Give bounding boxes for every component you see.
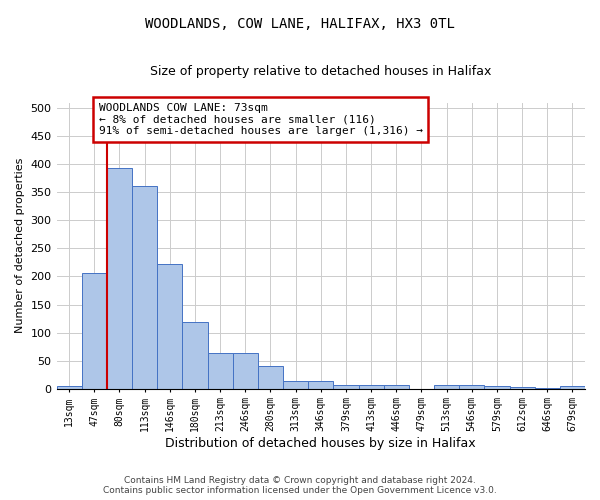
Text: WOODLANDS, COW LANE, HALIFAX, HX3 0TL: WOODLANDS, COW LANE, HALIFAX, HX3 0TL	[145, 18, 455, 32]
Bar	[107, 168, 132, 388]
Bar	[208, 352, 233, 388]
Bar	[434, 384, 459, 388]
Bar	[56, 386, 82, 388]
Bar	[283, 380, 308, 388]
Bar	[132, 186, 157, 388]
Bar	[359, 384, 383, 388]
Bar	[383, 384, 409, 388]
Title: Size of property relative to detached houses in Halifax: Size of property relative to detached ho…	[150, 65, 491, 78]
Text: Contains HM Land Registry data © Crown copyright and database right 2024.
Contai: Contains HM Land Registry data © Crown c…	[103, 476, 497, 495]
Text: WOODLANDS COW LANE: 73sqm
← 8% of detached houses are smaller (116)
91% of semi-: WOODLANDS COW LANE: 73sqm ← 8% of detach…	[99, 103, 423, 136]
Bar	[484, 386, 509, 388]
Bar	[233, 352, 258, 388]
X-axis label: Distribution of detached houses by size in Halifax: Distribution of detached houses by size …	[166, 437, 476, 450]
Bar	[459, 384, 484, 388]
Bar	[182, 322, 208, 388]
Bar	[308, 380, 334, 388]
Bar	[334, 384, 359, 388]
Bar	[560, 386, 585, 388]
Y-axis label: Number of detached properties: Number of detached properties	[15, 158, 25, 334]
Bar	[157, 264, 182, 388]
Bar	[82, 272, 107, 388]
Bar	[258, 366, 283, 388]
